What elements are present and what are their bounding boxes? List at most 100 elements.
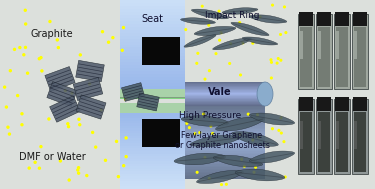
Bar <box>334 14 350 89</box>
Bar <box>120 171 185 174</box>
Bar <box>185 94 265 95</box>
Bar <box>120 113 185 115</box>
Point <box>268 77 274 80</box>
Bar <box>120 126 185 128</box>
Point <box>8 69 14 72</box>
Point <box>46 118 52 121</box>
Bar <box>120 98 185 99</box>
Point <box>202 78 208 81</box>
Point <box>65 122 71 125</box>
Ellipse shape <box>257 82 273 106</box>
Point <box>278 132 284 135</box>
Point <box>21 53 27 56</box>
Point <box>242 165 248 168</box>
Bar <box>120 9 185 12</box>
Bar <box>185 144 265 145</box>
Point <box>206 24 212 27</box>
Bar <box>185 91 265 92</box>
Bar <box>120 143 185 146</box>
Bar <box>120 98 185 99</box>
Point <box>19 123 25 126</box>
Bar <box>120 3 185 6</box>
Bar <box>354 112 366 172</box>
Point <box>93 146 99 149</box>
Point <box>121 164 127 167</box>
Bar <box>316 99 332 174</box>
Point <box>216 10 222 13</box>
Point <box>270 127 276 130</box>
Bar <box>120 97 185 98</box>
Bar <box>185 134 265 135</box>
Point <box>201 112 207 115</box>
Bar <box>353 97 367 111</box>
Bar <box>185 169 265 170</box>
Bar <box>185 153 265 154</box>
Text: Impact Ring: Impact Ring <box>205 12 259 20</box>
Bar <box>185 85 265 86</box>
Bar <box>298 14 314 89</box>
Bar <box>185 87 265 88</box>
Point <box>69 91 75 94</box>
Point <box>250 42 256 45</box>
Polygon shape <box>76 60 104 82</box>
Bar <box>185 88 265 89</box>
Polygon shape <box>47 82 77 106</box>
Bar <box>185 124 265 125</box>
Point <box>228 42 234 45</box>
Bar <box>185 97 265 98</box>
Point <box>206 177 212 180</box>
Bar <box>185 160 265 161</box>
Point <box>76 172 82 175</box>
Polygon shape <box>76 95 106 119</box>
Bar <box>185 121 265 122</box>
Bar <box>120 156 185 159</box>
Point <box>116 175 122 178</box>
Point <box>24 72 30 75</box>
Point <box>57 160 63 163</box>
Bar <box>299 97 313 111</box>
Bar <box>120 15 185 18</box>
Bar <box>353 12 367 26</box>
Bar <box>335 12 349 26</box>
Bar <box>185 113 265 115</box>
Bar <box>354 27 366 87</box>
Bar <box>185 138 265 140</box>
Polygon shape <box>50 96 80 122</box>
Polygon shape <box>231 22 269 36</box>
Point <box>26 167 32 170</box>
Point <box>119 49 125 52</box>
Bar <box>120 187 185 189</box>
Point <box>87 82 93 85</box>
Point <box>123 98 129 101</box>
Bar <box>185 102 265 103</box>
Bar <box>185 126 265 128</box>
Polygon shape <box>249 151 295 163</box>
Bar <box>120 36 185 39</box>
Bar <box>120 0 185 3</box>
Polygon shape <box>213 38 251 50</box>
Point <box>123 136 129 139</box>
Bar <box>336 112 348 172</box>
Bar <box>185 115 265 116</box>
Point <box>270 4 276 7</box>
Point <box>278 116 284 119</box>
Polygon shape <box>249 113 295 125</box>
Bar <box>300 112 312 172</box>
Bar <box>185 172 265 173</box>
Bar <box>120 161 185 164</box>
Bar <box>352 99 368 174</box>
Bar <box>120 86 185 89</box>
Text: Few-layer Graphene: Few-layer Graphene <box>182 130 262 139</box>
Point <box>66 125 72 128</box>
Bar <box>120 80 185 83</box>
Bar <box>120 121 185 123</box>
Point <box>195 52 201 55</box>
Bar <box>185 95 265 96</box>
Bar <box>318 112 330 172</box>
Bar <box>185 145 265 147</box>
Polygon shape <box>216 117 264 131</box>
Point <box>19 112 25 115</box>
Point <box>38 145 44 148</box>
Bar <box>120 115 185 118</box>
Point <box>194 62 200 65</box>
